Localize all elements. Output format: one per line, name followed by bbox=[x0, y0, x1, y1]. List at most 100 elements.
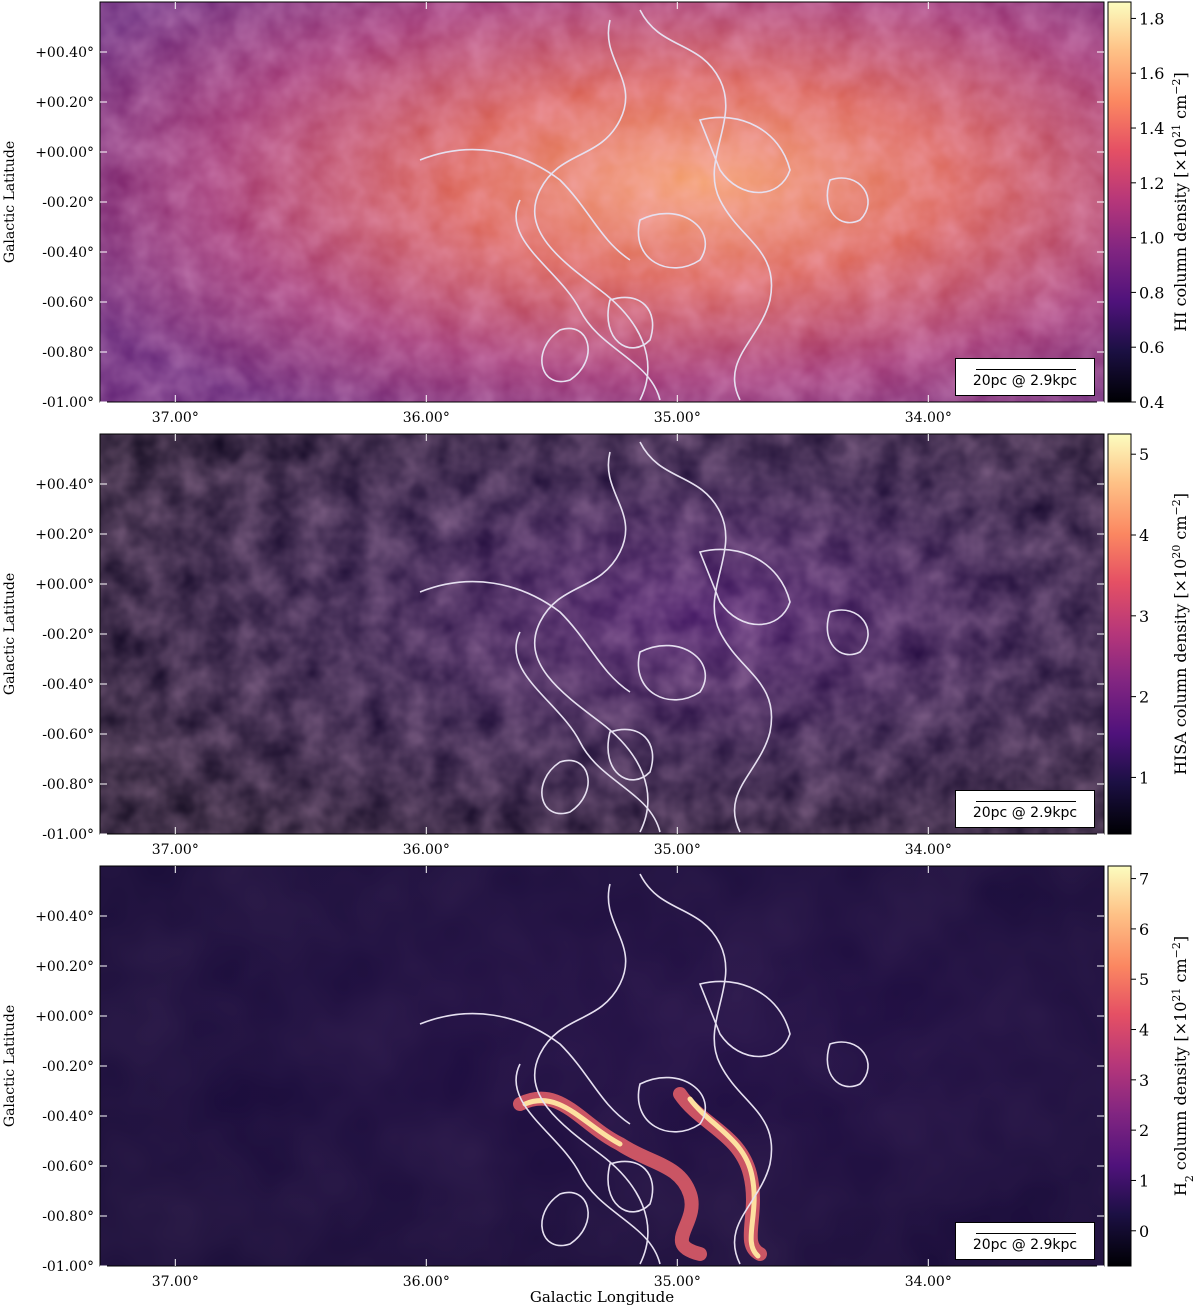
y-tick-label: -01.00° bbox=[42, 827, 94, 843]
contour-1 bbox=[534, 19, 649, 401]
x-tick-label: 35.00° bbox=[654, 842, 701, 858]
x-tick-label: 37.00° bbox=[152, 410, 199, 426]
colorbar-tick-label: 5 bbox=[1139, 445, 1149, 464]
panel-svg-hisa: 37.00° 36.00° 35.00° 34.00° +00.40° +00.20° +0… bbox=[2, 433, 1191, 858]
contour-9 bbox=[637, 1076, 707, 1133]
panel-svg-hi: 37.00° 36.00° 35.00° 34.00° +00.40° +00.20° +0… bbox=[2, 1, 1191, 426]
colorbar-tick-label: 1.2 bbox=[1139, 174, 1164, 193]
x-tick-label: 34.00° bbox=[905, 1274, 952, 1290]
panel-hi: 37.00° 36.00° 35.00° 34.00° +00.40° +00.20° +0… bbox=[0, 0, 1200, 432]
contour-8 bbox=[541, 1191, 589, 1247]
y-tick-label: -00.40° bbox=[42, 245, 94, 261]
contour-3 bbox=[419, 148, 631, 261]
y-tick-label: +00.40° bbox=[35, 909, 94, 925]
colorbar-tick-label: 1 bbox=[1139, 768, 1149, 787]
y-tick-label: +00.00° bbox=[35, 1009, 94, 1025]
y-tick-label: +00.20° bbox=[35, 527, 94, 543]
y-tick-label: -00.80° bbox=[42, 345, 94, 361]
colorbar-tick-label: 2 bbox=[1139, 688, 1149, 707]
colorbar-tick-label: 0 bbox=[1139, 1222, 1149, 1241]
contour-2 bbox=[639, 441, 773, 833]
contour-6 bbox=[607, 1160, 654, 1213]
contour-7 bbox=[826, 177, 869, 224]
y-tick-label: +00.40° bbox=[35, 45, 94, 61]
colorbar-tick-label: 3 bbox=[1139, 1071, 1149, 1090]
y-tick-label: -00.80° bbox=[42, 777, 94, 793]
contour-8 bbox=[541, 327, 589, 383]
y-tick-label: -00.60° bbox=[42, 727, 94, 743]
contour-4 bbox=[515, 199, 661, 401]
contour-3 bbox=[419, 1012, 631, 1125]
contour-9 bbox=[637, 212, 707, 269]
colorbar-tick-label: 1.6 bbox=[1139, 64, 1164, 83]
h2-filament-core bbox=[522, 1096, 761, 1259]
colorbar-tick-label: 7 bbox=[1139, 870, 1149, 889]
colorbar-tick-label: 1.8 bbox=[1139, 9, 1164, 28]
y-tick-label: -00.20° bbox=[42, 195, 94, 211]
x-tick-label: 36.00° bbox=[403, 1274, 450, 1290]
y-tick-label: -00.40° bbox=[42, 1109, 94, 1125]
image-texture bbox=[100, 866, 1104, 1266]
contour-7 bbox=[826, 1041, 869, 1088]
colorbar-tick-label: 0.4 bbox=[1139, 393, 1164, 412]
scalebar-label: 20pc @ 2.9kpc bbox=[972, 1237, 1078, 1253]
scalebar-label: 20pc @ 2.9kpc bbox=[972, 373, 1078, 389]
colorbar-title: HI column density [×1021 cm−2] bbox=[1170, 72, 1191, 332]
colorbar-tick-label: 2 bbox=[1139, 1121, 1149, 1140]
y-tick-label: -00.60° bbox=[42, 1159, 94, 1175]
colorbar-tick-label: 6 bbox=[1139, 920, 1149, 939]
colorbar-title: HISA column density [×1020 cm−2] bbox=[1170, 493, 1191, 775]
scalebar-line bbox=[976, 1233, 1076, 1234]
contour-9 bbox=[637, 644, 707, 701]
image-texture bbox=[100, 2, 1104, 402]
colorbar-tick-label: 0.6 bbox=[1139, 338, 1164, 357]
contour-5 bbox=[698, 548, 791, 626]
y-axis-title: Galactic Latitude bbox=[2, 1005, 18, 1127]
x-tick-label: 36.00° bbox=[403, 410, 450, 426]
contour-5 bbox=[698, 116, 791, 194]
colorbar-title: H2 column density [×1021 cm−2] bbox=[1170, 936, 1196, 1196]
contour-7 bbox=[826, 609, 869, 656]
colorbar-tick-label: 5 bbox=[1139, 970, 1149, 989]
x-tick-label: 35.00° bbox=[654, 410, 701, 426]
x-tick-label: 36.00° bbox=[403, 842, 450, 858]
image-texture bbox=[100, 434, 1104, 834]
y-tick-label: -00.80° bbox=[42, 1209, 94, 1225]
scalebar: 20pc @ 2.9kpc bbox=[955, 1222, 1095, 1260]
contour-4 bbox=[515, 1063, 661, 1265]
y-tick-label: -01.00° bbox=[42, 1259, 94, 1275]
scalebar-label: 20pc @ 2.9kpc bbox=[972, 805, 1078, 821]
contour-6 bbox=[607, 296, 654, 349]
y-tick-label: +00.40° bbox=[35, 477, 94, 493]
scalebar: 20pc @ 2.9kpc bbox=[955, 790, 1095, 828]
panel-h2: 37.00° 36.00° 35.00° 34.00° +00.40° +00.20° +0… bbox=[0, 864, 1200, 1296]
y-axis-title: Galactic Latitude bbox=[2, 573, 18, 695]
colorbar-tick-label: 4 bbox=[1139, 1021, 1149, 1040]
x-tick-label: 37.00° bbox=[152, 1274, 199, 1290]
scalebar-line bbox=[976, 801, 1076, 802]
colorbar-tick-label: 1.4 bbox=[1139, 119, 1164, 138]
y-axis-title: Galactic Latitude bbox=[2, 141, 18, 263]
colorbar-tick-label: 1 bbox=[1139, 1171, 1149, 1190]
y-tick-label: -00.20° bbox=[42, 627, 94, 643]
colorbar-tick-label: 4 bbox=[1139, 526, 1149, 545]
x-tick-label: 34.00° bbox=[905, 410, 952, 426]
scalebar: 20pc @ 2.9kpc bbox=[955, 358, 1095, 396]
contour-4 bbox=[515, 631, 661, 833]
colorbar-tick-label: 0.8 bbox=[1139, 283, 1164, 302]
y-tick-label: -00.20° bbox=[42, 1059, 94, 1075]
x-axis-title: Galactic Longitude bbox=[529, 1288, 675, 1306]
contour-5 bbox=[698, 980, 791, 1058]
colorbar bbox=[1107, 433, 1132, 835]
y-tick-label: -00.40° bbox=[42, 677, 94, 693]
y-tick-label: +00.20° bbox=[35, 959, 94, 975]
contour-6 bbox=[607, 728, 654, 781]
y-tick-label: -00.60° bbox=[42, 295, 94, 311]
contour-2 bbox=[639, 9, 773, 401]
colorbar bbox=[1107, 1, 1132, 403]
x-tick-label: 35.00° bbox=[654, 1274, 701, 1290]
x-tick-label: 34.00° bbox=[905, 842, 952, 858]
panel-hisa: 37.00° 36.00° 35.00° 34.00° +00.40° +00.20° +0… bbox=[0, 432, 1200, 864]
scalebar-line bbox=[976, 369, 1076, 370]
colorbar-tick-label: 1.0 bbox=[1139, 229, 1164, 248]
